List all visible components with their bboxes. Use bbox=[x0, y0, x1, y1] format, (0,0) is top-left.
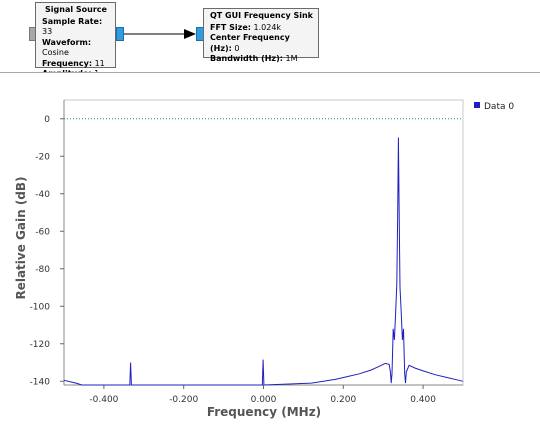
freq-sink-title: QT GUI Frequency Sink bbox=[210, 11, 313, 20]
x-tick-label: 0.200 bbox=[330, 395, 356, 405]
frequency-plot-window: 0 -20 -40 -60 -80 -100 -120 -140 -0.400 -0.200 0.0… bbox=[0, 72, 540, 427]
signal-source-param-row: Sample Rate: 33 bbox=[42, 17, 110, 38]
y-tick-label: -60 bbox=[35, 227, 50, 237]
plot-canvas[interactable] bbox=[63, 99, 464, 386]
freq-sink-param-key: Center Frequency (Hz): bbox=[210, 33, 290, 53]
x-tick-label: 0.400 bbox=[410, 395, 436, 405]
freq-sink-param-key: Bandwidth (Hz): bbox=[210, 54, 283, 63]
legend-swatch-data-0 bbox=[474, 102, 480, 108]
y-axis-label: Relative Gain (dB) bbox=[14, 176, 28, 299]
signal-source-title: Signal Source bbox=[45, 5, 107, 14]
freq-sink-param-value: 0 bbox=[234, 43, 240, 53]
y-tick-label: -140 bbox=[30, 377, 51, 387]
y-tick-label: -120 bbox=[30, 340, 51, 350]
signal-source-param-row: Waveform: Cosine bbox=[42, 38, 110, 59]
freq-sink-param-row: FFT Size: 1.024k bbox=[210, 23, 313, 34]
x-axis-label: Frequency (MHz) bbox=[207, 405, 321, 419]
freq-sink-block[interactable]: QT GUI Frequency Sink FFT Size: 1.024k Ce… bbox=[203, 8, 319, 63]
legend-label-data-0: Data 0 bbox=[484, 102, 514, 112]
freq-sink-param-value: 1.024k bbox=[253, 22, 282, 32]
signal-source-param-value: 33 bbox=[42, 27, 53, 36]
x-tick-label: 0.000 bbox=[251, 395, 277, 405]
y-tick-label: -80 bbox=[35, 265, 50, 275]
series-line-data-0 bbox=[63, 137, 464, 386]
freq-sink-params: FFT Size: 1.024k Center Frequency (Hz): 0… bbox=[210, 23, 313, 65]
x-tick-label: -0.400 bbox=[89, 395, 118, 405]
freq-sink-param-row: Bandwidth (Hz): 1M bbox=[210, 54, 313, 65]
signal-source-param-key: Sample Rate: bbox=[42, 16, 103, 26]
freq-sink-param-row: Center Frequency (Hz): 0 bbox=[210, 33, 313, 54]
frequency-plot[interactable]: 0 -20 -40 -60 -80 -100 -120 -140 -0.400 -0.200 0.0… bbox=[0, 73, 540, 427]
y-tick-label: -20 bbox=[35, 152, 50, 162]
signal-source-param-value: 11 bbox=[94, 58, 105, 68]
x-tick-label: -0.200 bbox=[169, 395, 198, 405]
y-tick-label: -100 bbox=[30, 302, 51, 312]
signal-source-output-port[interactable] bbox=[116, 27, 124, 41]
y-tick-label: -40 bbox=[35, 190, 50, 200]
signal-source-param-value: Cosine bbox=[42, 48, 69, 57]
legend: Data 0 bbox=[474, 102, 514, 112]
signal-source-param-key: Waveform: bbox=[42, 37, 92, 47]
signal-source-param-row: Frequency: 11 bbox=[42, 59, 110, 70]
freq-sink-param-value: 1M bbox=[285, 54, 298, 63]
y-tick-label: 0 bbox=[44, 115, 50, 125]
connection-arrow[interactable] bbox=[124, 26, 198, 42]
signal-source-block[interactable]: Signal Source Sample Rate: 33 Waveform: C… bbox=[35, 2, 116, 89]
freq-sink-param-key: FFT Size: bbox=[210, 22, 251, 32]
signal-source-param-key: Frequency: bbox=[42, 58, 93, 68]
